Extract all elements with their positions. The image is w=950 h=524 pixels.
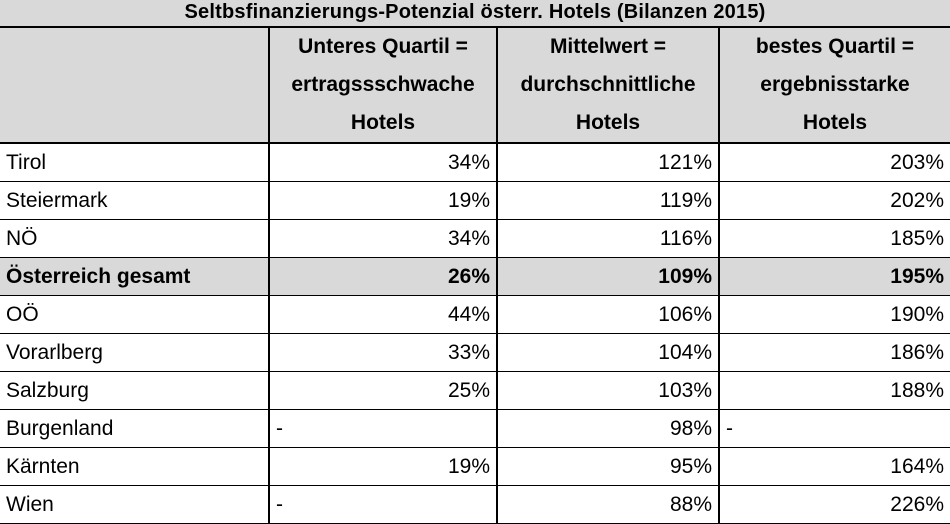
cell-mean: 106% <box>496 296 718 333</box>
cell-best-quartile: 226% <box>718 486 950 523</box>
table-row: Steiermark 19% 119% 202% <box>0 182 950 220</box>
cell-region: NÖ <box>6 227 38 250</box>
header-lower-quartile: Unteres Quartil = ertragssschwache Hotel… <box>268 28 496 142</box>
table-row: Burgenland - 98% - <box>0 410 950 448</box>
cell-region: Burgenland <box>6 417 114 440</box>
header-best-quartile-line-3: Hotels <box>802 111 868 134</box>
cell-lower-quartile: 34% <box>268 144 496 181</box>
table-row: Vorarlberg 33% 104% 186% <box>0 334 950 372</box>
cell-best-quartile: 203% <box>718 144 950 181</box>
cell-lower-quartile: 26% <box>268 258 496 295</box>
header-lower-quartile-line-3: Hotels <box>350 111 416 134</box>
header-mean-line-2: durchschnittliche <box>520 73 696 96</box>
header-mean-line-1: Mittelwert = <box>549 35 667 58</box>
cell-best-quartile: 188% <box>718 372 950 409</box>
cell-best-quartile: 164% <box>718 448 950 485</box>
cell-region: Wien <box>6 493 54 516</box>
cell-region: Steiermark <box>6 189 108 212</box>
cell-lower-quartile: 19% <box>268 448 496 485</box>
table-row: OÖ 44% 106% 190% <box>0 296 950 334</box>
table-row: Wien - 88% 226% <box>0 486 950 524</box>
cell-best-quartile: 190% <box>718 296 950 333</box>
cell-lower-quartile: - <box>268 486 496 523</box>
cell-best-quartile: 195% <box>718 258 950 295</box>
cell-mean: 95% <box>496 448 718 485</box>
header-lower-quartile-line-1: Unteres Quartil = <box>298 35 468 58</box>
cell-best-quartile: 185% <box>718 220 950 257</box>
cell-lower-quartile: 19% <box>268 182 496 219</box>
cell-lower-quartile: 44% <box>268 296 496 333</box>
cell-region: Salzburg <box>6 379 89 402</box>
header-region <box>0 28 268 142</box>
cell-best-quartile: - <box>718 410 950 447</box>
cell-region: Österreich gesamt <box>6 265 191 288</box>
table-row: Kärnten 19% 95% 164% <box>0 448 950 486</box>
table-row: Tirol 34% 121% 203% <box>0 144 950 182</box>
header-best-quartile: bestes Quartil = ergebnisstarke Hotels <box>718 28 950 142</box>
header-best-quartile-line-1: bestes Quartil = <box>755 35 915 58</box>
cell-mean: 119% <box>496 182 718 219</box>
cell-lower-quartile: 33% <box>268 334 496 371</box>
header-lower-quartile-line-2: ertragssschwache <box>291 73 475 96</box>
table-body: Tirol 34% 121% 203% Steiermark 19% 119% … <box>0 144 950 524</box>
cell-region: Vorarlberg <box>6 341 103 364</box>
table-title: Seltbsfinanzierungs-Potenzial österr. Ho… <box>0 0 950 28</box>
cell-mean: 116% <box>496 220 718 257</box>
cell-region: Tirol <box>6 151 47 174</box>
cell-best-quartile: 202% <box>718 182 950 219</box>
cell-region: Kärnten <box>6 455 80 478</box>
cell-mean: 109% <box>496 258 718 295</box>
header-best-quartile-line-2: ergebnisstarke <box>760 73 910 96</box>
cell-best-quartile: 186% <box>718 334 950 371</box>
table-row: NÖ 34% 116% 185% <box>0 220 950 258</box>
cell-mean: 121% <box>496 144 718 181</box>
header-mean: Mittelwert = durchschnittliche Hotels <box>496 28 718 142</box>
cell-mean: 98% <box>496 410 718 447</box>
cell-lower-quartile: 25% <box>268 372 496 409</box>
cell-region: OÖ <box>6 303 39 326</box>
table-row: Salzburg 25% 103% 188% <box>0 372 950 410</box>
header-mean-line-3: Hotels <box>575 111 641 134</box>
cell-mean: 104% <box>496 334 718 371</box>
cell-mean: 88% <box>496 486 718 523</box>
cell-lower-quartile: - <box>268 410 496 447</box>
table-row-total: Österreich gesamt 26% 109% 195% <box>0 258 950 296</box>
cell-lower-quartile: 34% <box>268 220 496 257</box>
header-row: Unteres Quartil = ertragssschwache Hotel… <box>0 28 950 144</box>
cell-mean: 103% <box>496 372 718 409</box>
